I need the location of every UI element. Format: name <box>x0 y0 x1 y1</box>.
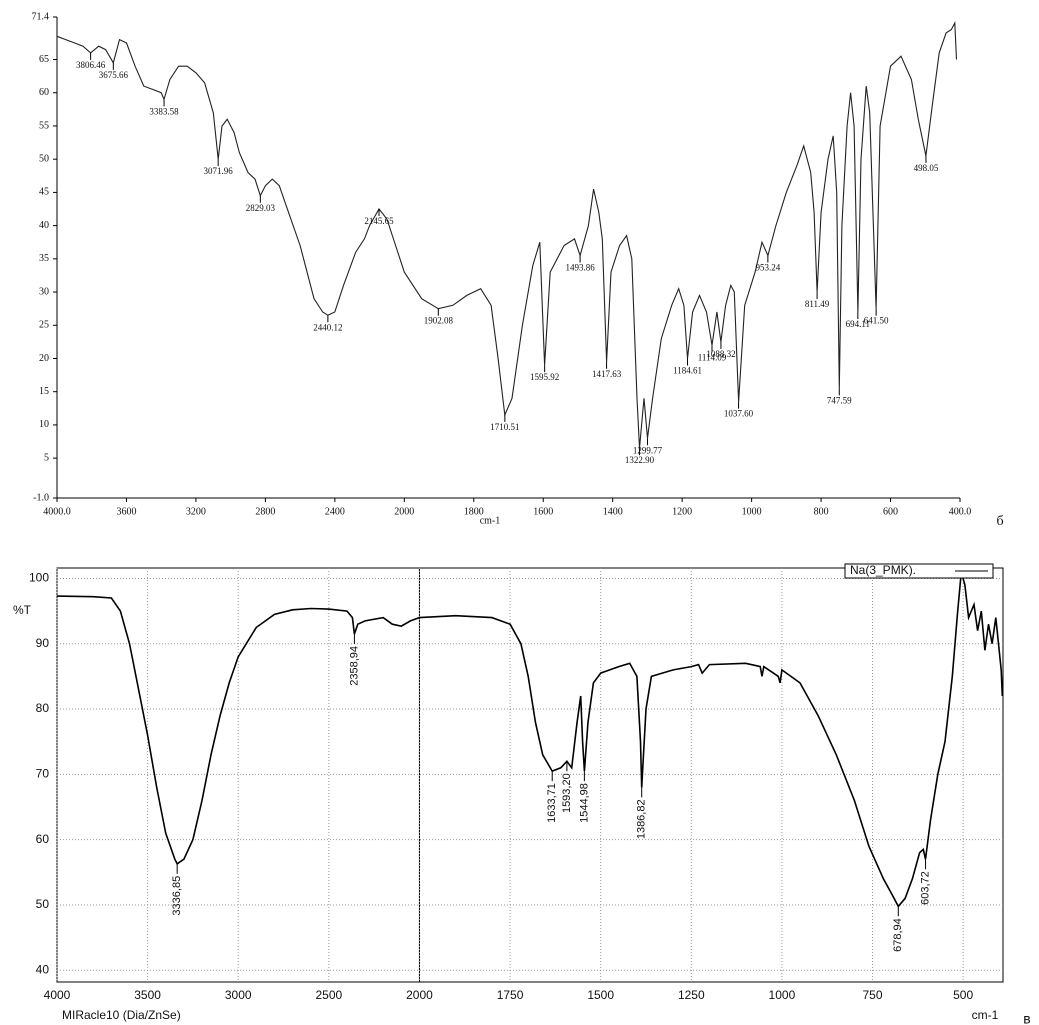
peak-label: 3675.66 <box>99 70 129 80</box>
x-axis-label: cm-1 <box>480 515 501 526</box>
x-tick-label: 1000 <box>742 506 762 517</box>
y-tick-label: 50 <box>36 897 50 911</box>
y-tick-label: 35 <box>39 253 49 264</box>
peak-label: 1633,71 <box>546 783 558 823</box>
y-tick-label: 100 <box>29 571 49 585</box>
x-tick-label: 800 <box>814 506 829 517</box>
peak-label: 2440.12 <box>313 322 342 332</box>
x-tick-label: 2500 <box>315 988 342 1002</box>
peak-label: 1299.77 <box>633 445 663 455</box>
instrument-note: MIRacle10 (Dia/ZnSe) <box>62 1008 181 1022</box>
x-tick-label: 3500 <box>134 988 161 1002</box>
x-tick-label: 4000 <box>44 988 71 1002</box>
peak-label: 2145.65 <box>364 216 394 226</box>
peak-label: 1386,82 <box>636 799 648 839</box>
y-tick-label: 45 <box>39 187 49 198</box>
y-tick-label: 30 <box>39 286 49 297</box>
x-tick-label: 2000 <box>406 988 433 1002</box>
y-tick-label: 25 <box>39 320 49 331</box>
x-tick-label: 1250 <box>678 988 705 1002</box>
peak-label: 498.05 <box>914 163 939 173</box>
x-tick-label: 400.0 <box>949 506 972 517</box>
x-tick-label: 2400 <box>325 506 345 517</box>
x-axis-label: cm-1 <box>972 1008 999 1022</box>
peak-label: 3336,85 <box>171 876 183 916</box>
spectrum-line <box>56 20 958 449</box>
y-tick-label: 15 <box>39 386 49 397</box>
x-tick-label: 3200 <box>186 506 206 517</box>
y-tick-label: 71.4 <box>32 11 50 22</box>
peak-label: 953.24 <box>755 263 780 273</box>
x-tick-label: 500 <box>953 988 973 1002</box>
x-tick-label: 1200 <box>672 506 692 517</box>
x-tick-label: 1500 <box>587 988 614 1002</box>
y-tick-label: 70 <box>36 767 50 781</box>
peak-label: 1114.09 <box>698 352 727 362</box>
x-tick-label: 1400 <box>603 506 623 517</box>
chart: 40 50 60 70 80 90 100 4000 3500 3000 2500 2000 1750 1… <box>13 563 1031 1025</box>
peak-label: 1417.63 <box>592 369 622 379</box>
peak-label: 678,94 <box>892 918 904 952</box>
peak-label: 747.59 <box>827 395 852 405</box>
chart: -1.0 5 10 15 20 25 30 35 40 45 50 55 60 65 71.4 4000.0 3… <box>32 11 1004 529</box>
legend-label: Na(3_PMK). <box>850 563 916 577</box>
y-tick-label: 20 <box>39 353 49 364</box>
y-tick-label: 40 <box>39 220 49 231</box>
x-tick-label: 2800 <box>255 506 275 517</box>
panel-caption: в <box>1023 1011 1030 1025</box>
y-axis-label: %T <box>13 603 32 617</box>
peak-label: 3383.58 <box>149 106 179 116</box>
panel-caption: б <box>996 514 1003 529</box>
y-tick-label: -1.0 <box>33 492 49 503</box>
x-tick-label: 3600 <box>116 506 136 517</box>
peak-label: 1595.92 <box>530 372 559 382</box>
legend-box <box>844 563 994 579</box>
peak-label: 3071.96 <box>204 166 234 176</box>
peak-label: 3806.46 <box>76 60 106 70</box>
y-tick-label: 10 <box>39 419 49 430</box>
y-tick-label: 90 <box>36 636 50 650</box>
x-tick-label: 1750 <box>497 988 524 1002</box>
x-tick-label: 1600 <box>533 506 553 517</box>
y-tick-label: 65 <box>39 54 49 65</box>
peak-label: 1037.60 <box>724 409 754 419</box>
spectrum-line <box>56 571 1004 908</box>
y-tick-label: 55 <box>39 120 49 131</box>
x-tick-label: 3000 <box>225 988 252 1002</box>
peak-label: 1493.86 <box>565 263 595 273</box>
peak-label: 1593,20 <box>561 773 573 813</box>
x-tick-label: 1000 <box>769 988 796 1002</box>
y-tick-label: 40 <box>36 962 50 976</box>
y-tick-label: 50 <box>39 153 49 164</box>
peak-label: 641.50 <box>864 316 889 326</box>
peak-label: 694.11 <box>846 319 870 329</box>
peak-label: 1088.32 <box>706 349 735 359</box>
x-tick-label: 600 <box>883 506 898 517</box>
peak-label: 1710.51 <box>490 422 519 432</box>
peak-label: 1544,98 <box>578 783 590 823</box>
y-tick-label: 80 <box>36 701 50 715</box>
peak-label: 1322.90 <box>625 455 655 465</box>
y-tick-label: 5 <box>44 452 49 463</box>
peak-label: 2829.03 <box>246 203 276 213</box>
peak-label: 1902.08 <box>424 316 454 326</box>
y-tick-label: 60 <box>36 832 50 846</box>
peak-label: 1184.61 <box>673 366 702 376</box>
x-tick-label: 2000 <box>394 506 414 517</box>
x-tick-label: 4000.0 <box>43 506 71 517</box>
peak-label: 2358,94 <box>348 646 360 686</box>
plot-frame <box>56 567 1004 983</box>
peak-label: 603,72 <box>919 871 931 905</box>
x-tick-label: 1800 <box>464 506 484 517</box>
x-tick-label: 750 <box>863 988 883 1002</box>
peak-label: 811.49 <box>805 299 830 309</box>
y-tick-label: 60 <box>39 87 49 98</box>
